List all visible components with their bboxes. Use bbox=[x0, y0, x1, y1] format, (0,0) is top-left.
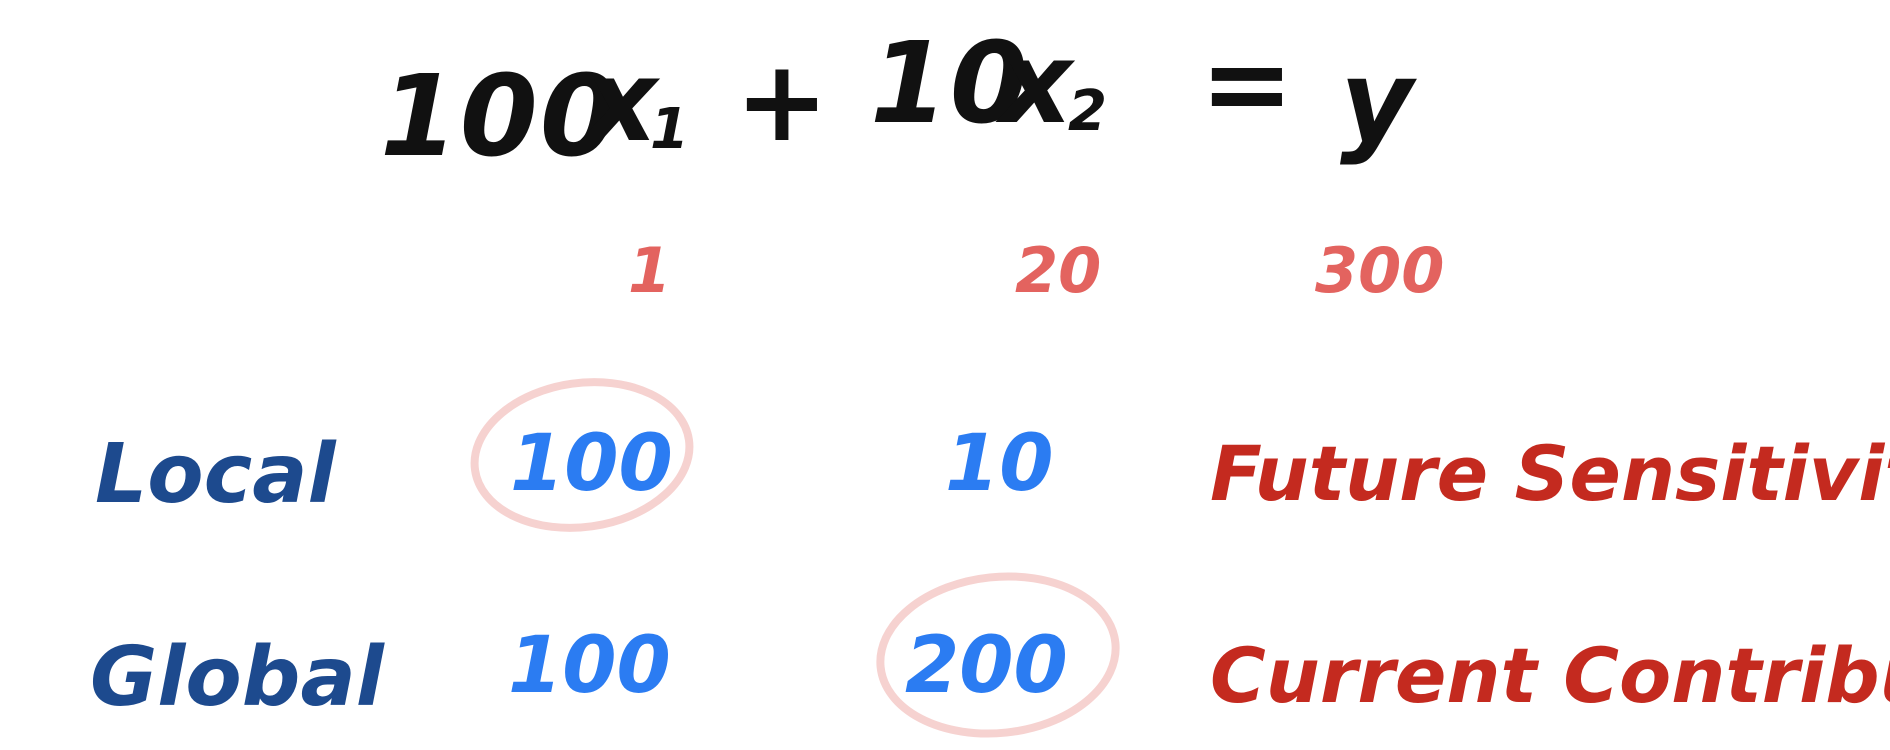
highlight-circles bbox=[470, 378, 1120, 738]
row-local-description: Future Sensitivity bbox=[1210, 429, 1890, 518]
row-local: Local 100 10 Future Sensitivity bbox=[95, 419, 1890, 522]
equation-plus: + bbox=[735, 37, 831, 167]
row-global-term-2: 200 bbox=[905, 621, 1068, 711]
row-label-local: Local bbox=[95, 427, 338, 522]
row-global-term-1: 100 bbox=[508, 621, 671, 711]
equation-var-2: x bbox=[995, 19, 1076, 149]
equation-var-1: x bbox=[580, 37, 661, 167]
equation: 100 x 1 + 10 x 2 = y bbox=[380, 19, 1417, 182]
value-x2: 20 bbox=[1015, 234, 1101, 307]
row-global: Global 100 200 Current Contribution bbox=[90, 621, 1890, 725]
equation-coef-2: 10 bbox=[870, 19, 1030, 149]
row-local-term-1: 100 bbox=[510, 419, 673, 509]
row-label-global: Global bbox=[90, 630, 386, 725]
value-y: 300 bbox=[1315, 234, 1444, 307]
highlight-circle-global-term-2 bbox=[876, 572, 1120, 738]
equation-sub-1: 1 bbox=[650, 97, 689, 162]
equation-sub-2: 2 bbox=[1068, 79, 1107, 144]
variable-values: 1 20 300 bbox=[628, 234, 1444, 307]
equation-coef-1: 100 bbox=[380, 52, 620, 182]
equation-result: y bbox=[1340, 37, 1417, 167]
row-local-term-2: 10 bbox=[945, 419, 1054, 509]
value-x1: 1 bbox=[628, 234, 671, 307]
row-global-description: Current Contribution bbox=[1210, 631, 1890, 720]
equation-equals: = bbox=[1200, 19, 1296, 149]
highlight-circle-local-term-1 bbox=[470, 378, 694, 532]
